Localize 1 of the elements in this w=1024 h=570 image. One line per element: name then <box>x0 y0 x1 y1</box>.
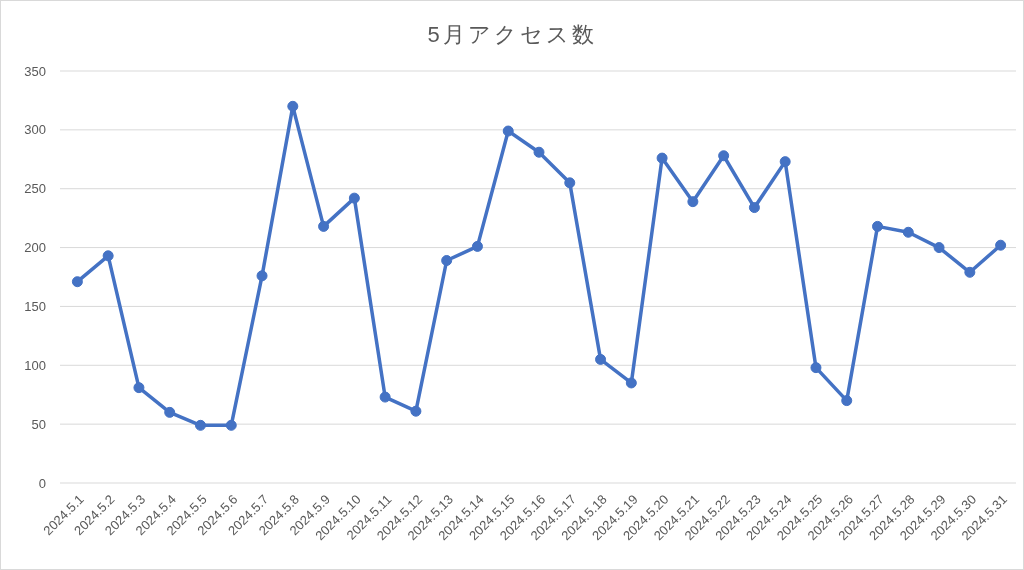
title: 5月アクセス数 <box>427 22 597 47</box>
